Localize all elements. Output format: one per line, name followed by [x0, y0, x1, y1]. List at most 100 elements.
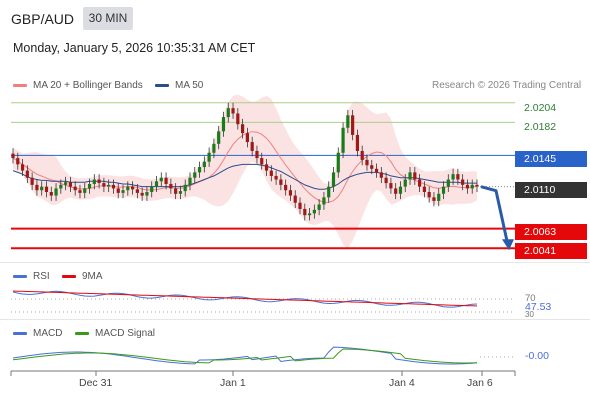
candle-body [475, 184, 479, 187]
candle-body [150, 186, 154, 192]
candle-body [317, 204, 321, 210]
rsi-legend-label: RSI [33, 271, 50, 282]
candle-body [408, 172, 412, 180]
candle-body [49, 192, 53, 196]
candle-body [116, 188, 120, 193]
timestamp: Monday, January 5, 2026 10:35:31 AM CET [13, 41, 256, 55]
macd-panel [12, 346, 515, 365]
candle-body [470, 184, 474, 189]
candle-body [250, 142, 254, 151]
candle-body [73, 186, 77, 191]
candle-body [140, 192, 144, 196]
candle-body [389, 183, 393, 189]
candle-body [78, 190, 82, 193]
forecast-arrow [480, 185, 510, 246]
candle-body [11, 153, 15, 159]
candle-body [264, 164, 269, 171]
candle-body [40, 186, 44, 191]
candle-body [322, 197, 326, 205]
candle-body [298, 202, 302, 209]
candle-body [260, 158, 264, 165]
candle-body [68, 182, 73, 187]
candle-body [293, 195, 297, 203]
candle-body [331, 172, 336, 187]
candle-body [130, 186, 135, 190]
ma50-legend-label: MA 50 [175, 80, 204, 91]
price-panel [11, 94, 515, 251]
candle-body [355, 134, 360, 151]
candle-body [432, 197, 436, 201]
candle-body [370, 165, 374, 169]
candle-body [174, 188, 178, 194]
candle-body [236, 113, 240, 125]
candle-body [183, 184, 187, 192]
rsi-line [12, 290, 478, 308]
candle-body [437, 193, 441, 201]
candle-body [241, 124, 245, 134]
legend-ma50: MA 50 [155, 80, 203, 91]
candle-body [231, 108, 235, 114]
candle-body [30, 177, 34, 185]
candle-body [336, 152, 340, 173]
level-label-2.0063: 2.0063 [515, 224, 587, 240]
candle-body [379, 172, 383, 178]
candle-body [92, 179, 96, 184]
candle-body [417, 179, 422, 187]
9ma-swatch [62, 275, 76, 278]
candle-body [193, 172, 197, 178]
candle-body [365, 159, 369, 166]
candle-body [135, 189, 139, 193]
candle-body [59, 184, 63, 189]
candle-body [346, 115, 350, 128]
macd-value: -0.00 [525, 350, 549, 362]
candle-body [226, 108, 230, 118]
level-label-2.0145: 2.0145 [515, 151, 587, 167]
rsi-9ma-line [12, 290, 478, 307]
candle-body [451, 174, 455, 180]
candle-body [360, 150, 364, 160]
candle-body [121, 190, 125, 193]
candle-body [87, 183, 92, 189]
level-label-current-price: 2.0110 [515, 182, 587, 198]
macd-signal-swatch [75, 332, 89, 335]
timeframe-badge[interactable]: 30 MIN [83, 7, 133, 30]
candle-body [97, 179, 101, 184]
currency-pair: GBP/AUD [11, 11, 75, 27]
candle-body [274, 175, 278, 180]
ma20-legend-label: MA 20 + Bollinger Bands [33, 80, 143, 91]
macd-line [12, 346, 478, 365]
x-tick-label: Dec 31 [79, 377, 113, 389]
candle-body [212, 143, 216, 153]
x-tick-label: Jan 6 [467, 377, 493, 389]
rsi-value: 47.53 [525, 301, 552, 313]
candle-body [279, 179, 283, 185]
candle-body [312, 209, 316, 214]
candle-body [394, 188, 398, 194]
credit-text: Research © 2026 Trading Central [432, 80, 582, 91]
candle-body [83, 188, 87, 193]
rsi-swatch [13, 275, 27, 278]
candle-body [16, 158, 20, 165]
macd-signal-line [12, 348, 478, 364]
candle-body [303, 208, 307, 216]
panel-divider [0, 262, 590, 263]
rsi-level-30: 30 [525, 310, 534, 319]
candle-body [126, 186, 130, 191]
candle-body [145, 192, 149, 196]
candle-body [403, 179, 407, 187]
x-axis [10, 370, 516, 376]
candle-body [102, 183, 106, 187]
level-label-2.0204: 2.0204 [524, 102, 557, 114]
bollinger-band [13, 94, 477, 249]
candle-body [154, 181, 159, 187]
candle-body [164, 177, 168, 184]
legend-macd: MACD [13, 328, 62, 339]
candle-body [422, 186, 426, 192]
candle-body [465, 184, 470, 189]
candle-body [413, 172, 417, 180]
ma20-swatch [13, 84, 27, 87]
candle-body [64, 182, 68, 185]
candle-body [197, 167, 202, 173]
candle-body [107, 184, 111, 187]
